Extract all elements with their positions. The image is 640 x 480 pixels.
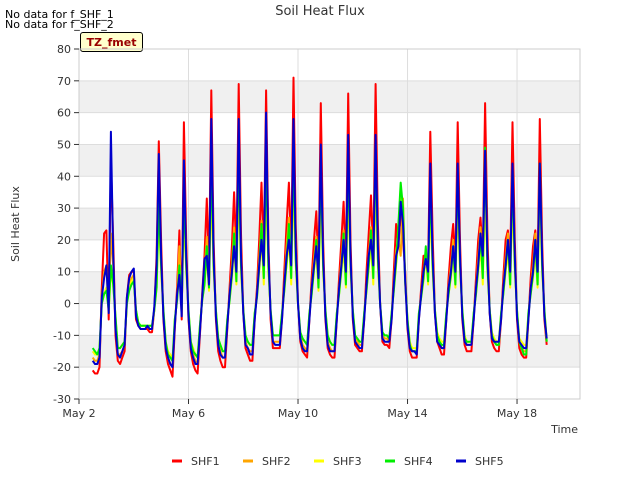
y-tick-label: -30 — [53, 393, 71, 406]
x-tick-label: May 2 — [62, 407, 95, 420]
legend-label-shf4: SHF4 — [404, 455, 433, 468]
tz-badge: TZ_fmet — [80, 32, 143, 52]
plot-band — [79, 144, 580, 177]
no-data-note-2: No data for f_SHF_2 — [5, 18, 114, 31]
legend-label-shf2: SHF2 — [262, 455, 291, 468]
x-tick-label: May 10 — [278, 407, 318, 420]
y-tick-label: 0 — [64, 298, 71, 311]
y-tick-label: 60 — [57, 107, 71, 120]
no-data-note-1: No data for f_SHF_1 — [5, 8, 114, 21]
x-tick-label: May 18 — [497, 407, 537, 420]
x-tick-label: May 6 — [172, 407, 205, 420]
y-tick-label: 30 — [57, 202, 71, 215]
legend-label-shf5: SHF5 — [475, 455, 504, 468]
x-axis-label: Time — [550, 423, 578, 436]
y-tick-label: -20 — [53, 361, 71, 374]
x-tick-label: May 14 — [387, 407, 427, 420]
y-tick-label: 40 — [57, 170, 71, 183]
y-tick-label: 80 — [57, 43, 71, 56]
series-line-shf5 — [91, 111, 548, 369]
legend-label-shf1: SHF1 — [191, 455, 220, 468]
y-tick-label: 10 — [57, 266, 71, 279]
y-tick-label: 50 — [57, 138, 71, 151]
y-tick-label: 20 — [57, 234, 71, 247]
legend-label-shf3: SHF3 — [333, 455, 362, 468]
y-tick-label: -10 — [53, 329, 71, 342]
plot-area-border — [78, 48, 581, 400]
plot-band — [79, 208, 580, 240]
y-tick-label: 70 — [57, 75, 71, 88]
y-axis-label: Soil Heat Flux — [9, 186, 22, 262]
plot-band — [79, 80, 580, 113]
chart-title: Soil Heat Flux — [275, 4, 365, 19]
